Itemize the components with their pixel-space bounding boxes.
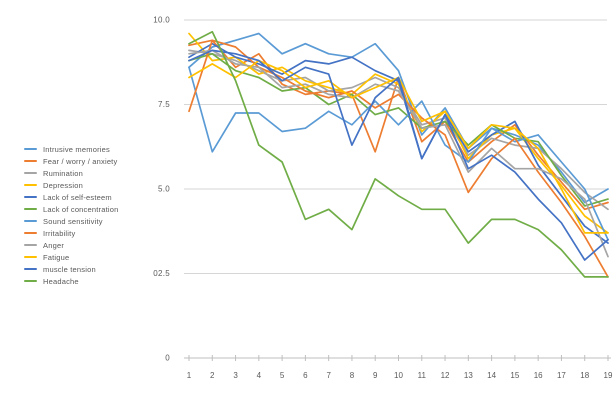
legend-line-marker <box>24 256 37 258</box>
legend-item-rumination: Rumination <box>24 167 119 179</box>
x-axis-tick-label: 12 <box>441 371 450 380</box>
series-line-anger <box>188 49 609 258</box>
series-line-lack-of-concentration <box>188 52 609 207</box>
y-axis-tick-label: 02.5 <box>153 269 170 278</box>
legend-line-marker <box>24 220 37 222</box>
legend-label: Lack of concentration <box>43 204 119 214</box>
legend-item-fatigue: Fatigue <box>24 251 119 263</box>
x-axis-tick-label: 9 <box>373 371 378 380</box>
x-axis-tick-label: 7 <box>326 371 331 380</box>
legend-label: Irritability <box>43 228 76 238</box>
series-line-sound-sensitivity <box>188 66 609 241</box>
x-axis-tick-label: 11 <box>418 371 427 380</box>
x-axis-tick-label: 17 <box>557 371 566 380</box>
x-axis-tick-label: 8 <box>350 371 355 380</box>
series-line-headache <box>188 30 609 278</box>
legend-line-marker <box>24 268 37 270</box>
x-axis-tick-label: 1 <box>187 371 192 380</box>
legend-line-marker <box>24 244 37 246</box>
x-axis-tick-label: 18 <box>580 371 589 380</box>
x-axis-tick-label: 13 <box>464 371 473 380</box>
legend-label: Sound sensitivity <box>43 216 103 226</box>
legend-line-marker <box>24 208 37 210</box>
y-axis-tick-label: 7.5 <box>158 100 170 109</box>
legend-item-lack-of-concentration: Lack of concentration <box>24 203 119 215</box>
legend-item-fear-worry-anxiety: Fear / worry / anxiety <box>24 155 119 167</box>
legend-item-headache: Headache <box>24 275 119 287</box>
legend-label: Rumination <box>43 168 83 178</box>
legend-line-marker <box>24 148 37 150</box>
legend-label: Lack of self-esteem <box>43 192 112 202</box>
x-axis-tick-label: 16 <box>534 371 543 380</box>
y-axis-tick-label: 10.0 <box>153 16 170 25</box>
series-line-muscle-tension <box>188 49 609 261</box>
legend-label: Fatigue <box>43 252 70 262</box>
y-axis-tick-label: 5.0 <box>158 185 170 194</box>
legend-item-lack-of-self-esteem: Lack of self-esteem <box>24 191 119 203</box>
x-axis-tick-label: 14 <box>487 371 496 380</box>
x-axis-tick-label: 4 <box>257 371 262 380</box>
x-axis-tick-label: 2 <box>210 371 215 380</box>
y-axis-tick-label: 0 <box>165 354 170 363</box>
x-axis-tick-label: 15 <box>510 371 519 380</box>
legend-item-sound-sensitivity: Sound sensitivity <box>24 215 119 227</box>
x-axis-tick-label: 19 <box>604 371 613 380</box>
chart-legend: Intrusive memories Fear / worry / anxiety… <box>24 143 119 287</box>
x-axis-tick-label: 3 <box>233 371 238 380</box>
legend-line-marker <box>24 280 37 282</box>
series-line-intrusive-memories <box>188 32 609 204</box>
series-line-depression <box>188 32 609 234</box>
legend-item-depression: Depression <box>24 179 119 191</box>
legend-line-marker <box>24 160 37 162</box>
legend-item-muscle-tension: muscle tension <box>24 263 119 275</box>
legend-label: Intrusive memories <box>43 144 110 154</box>
legend-item-irritability: Irritability <box>24 227 119 239</box>
x-axis-tick-label: 5 <box>280 371 285 380</box>
legend-line-marker <box>24 172 37 174</box>
legend-label: muscle tension <box>43 264 96 274</box>
legend-line-marker <box>24 232 37 234</box>
x-axis-tick-label: 6 <box>303 371 308 380</box>
legend-line-marker <box>24 184 37 186</box>
series-line-rumination <box>188 49 609 211</box>
legend-label: Anger <box>43 240 65 250</box>
legend-item-intrusive-memories: Intrusive memories <box>24 143 119 155</box>
series-line-lack-of-self-esteem <box>188 42 609 244</box>
legend-line-marker <box>24 196 37 198</box>
legend-label: Depression <box>43 180 83 190</box>
legend-item-anger: Anger <box>24 239 119 251</box>
legend-label: Fear / worry / anxiety <box>43 156 118 166</box>
legend-label: Headache <box>43 276 79 286</box>
x-axis-tick-label: 10 <box>394 371 403 380</box>
